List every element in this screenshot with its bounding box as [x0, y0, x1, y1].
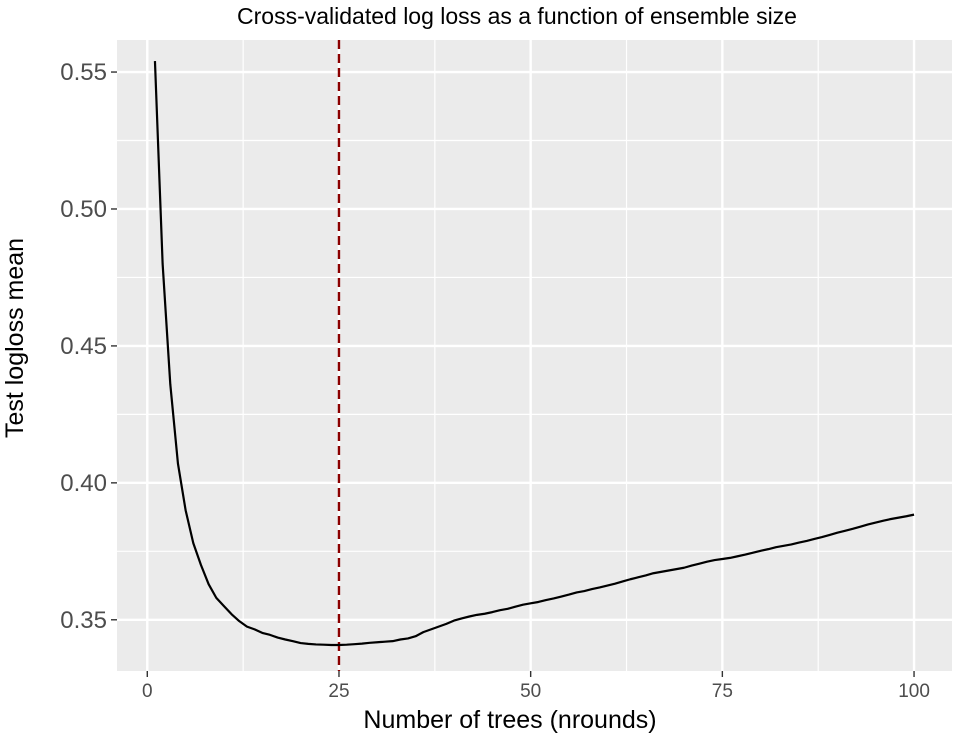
y-tick-label: 0.50	[60, 196, 107, 223]
y-tick-label: 0.40	[60, 470, 107, 497]
x-tick-label: 25	[328, 681, 349, 702]
y-tick-label: 0.35	[60, 607, 107, 634]
x-tick-label: 75	[712, 681, 733, 702]
minor-grid	[117, 40, 952, 671]
y-tick-label: 0.55	[60, 59, 107, 86]
y-axis: 0.35 0.40 0.45 0.50 0.55	[60, 59, 117, 634]
major-grid	[117, 40, 952, 671]
x-tick-label: 50	[520, 681, 541, 702]
plot-panel	[117, 40, 952, 671]
chart-title: Cross-validated log loss as a function o…	[237, 3, 797, 29]
y-tick-label: 0.45	[60, 333, 107, 360]
x-tick-label: 100	[898, 681, 930, 702]
x-axis: 0 25 50 75 100	[142, 671, 930, 702]
y-axis-title: Test logloss mean	[1, 238, 29, 438]
series-group	[153, 61, 915, 647]
x-axis-title: Number of trees (nrounds)	[363, 706, 656, 734]
x-tick-label: 0	[142, 681, 153, 702]
logloss-line	[153, 61, 915, 647]
